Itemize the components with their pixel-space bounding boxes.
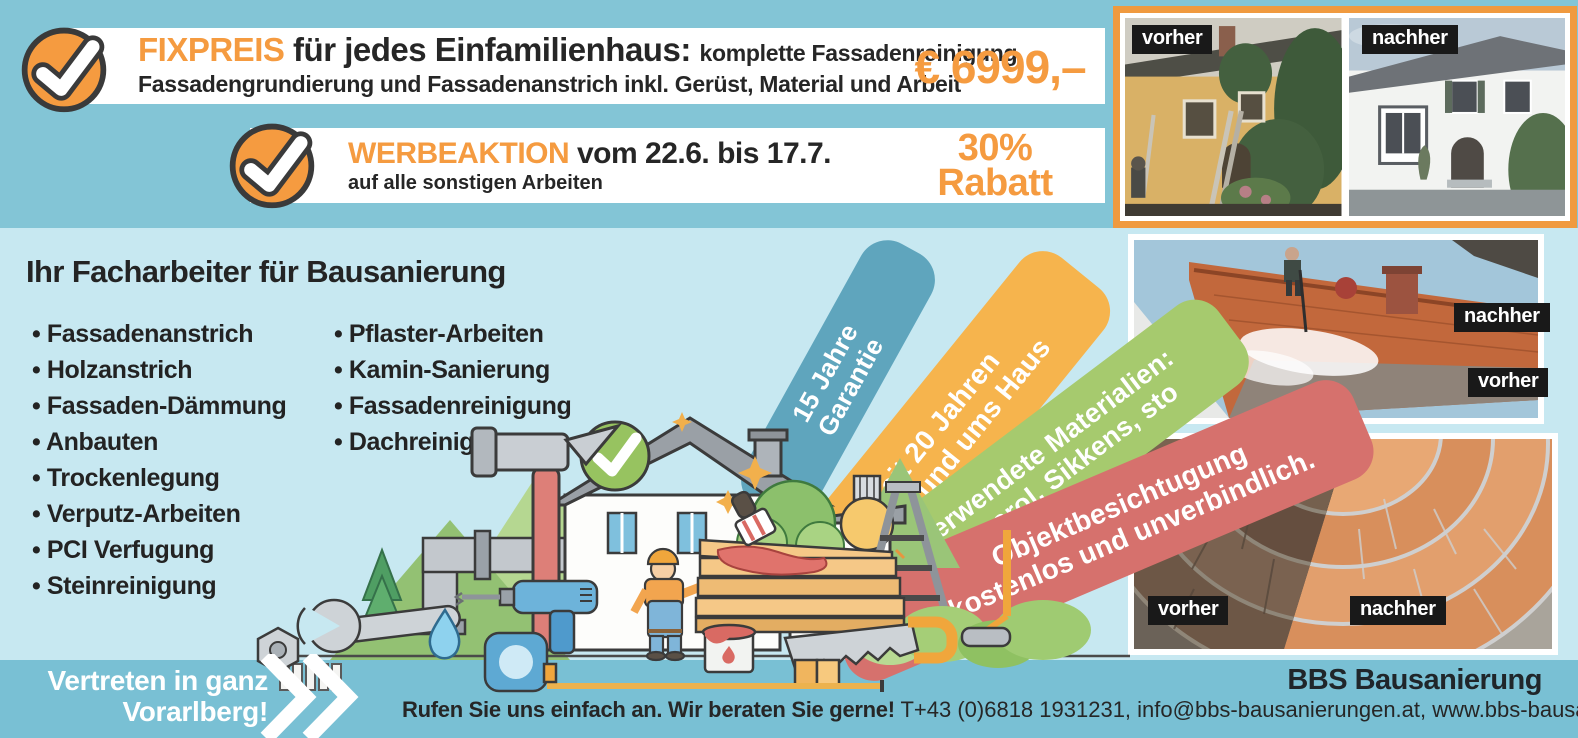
renovation-illustration	[256, 412, 1130, 693]
service-item: Kamin-Sanierung	[334, 354, 571, 390]
contact-line: Rufen Sie uns einfach an. Wir beraten Si…	[402, 697, 1578, 723]
page-title: Ihr Facharbeiter für Bausanierung	[26, 254, 506, 289]
photo-label: nachher	[1362, 25, 1458, 54]
service-item: PCI Verfugung	[32, 534, 286, 570]
fixpreis-subtitle-inline: komplette Fassadenreinigung,	[699, 40, 1024, 66]
discount-percent: 30%	[957, 127, 1033, 169]
photo-label: vorher	[1132, 25, 1213, 54]
service-item: Trockenlegung	[32, 462, 286, 498]
werbeaktion-subtitle: auf alle sonstigen Arbeiten	[348, 171, 603, 194]
region-line1: Vertreten in ganz	[47, 665, 268, 696]
facade-before-after-photos: vorher nachher	[1113, 6, 1577, 228]
discount-word: Rabatt	[937, 162, 1053, 204]
facade-after-photo	[1348, 18, 1565, 216]
fixpreis-line2: Fassadengrundierung und Fassadenanstrich…	[138, 70, 961, 97]
werbeaktion-title: WERBEAKTION vom 22.6. bis 17.7.	[348, 138, 988, 170]
region-claim: Vertreten in ganz Vorarlberg!	[30, 665, 268, 727]
service-item: Holzanstrich	[32, 354, 286, 390]
discount-tag: 30% Rabatt	[905, 127, 1085, 204]
service-item: Fassaden-Dämmung	[32, 390, 287, 426]
services-column-1: Fassadenanstrich Holzanstrich Fassaden-D…	[32, 318, 287, 606]
double-chevron-right-icon	[260, 654, 359, 738]
service-item: Pflaster-Arbeiten	[334, 318, 571, 354]
fixpreis-title-rest: für jedes Einfamilienhaus:	[293, 31, 691, 68]
photo-label: vorher	[1468, 368, 1549, 397]
fixpreis-banner	[62, 28, 1105, 104]
werbeaktion-highlight: WERBEAKTION	[348, 137, 570, 170]
service-item: Fassadenanstrich	[32, 318, 286, 354]
service-item: Anbauten	[32, 426, 286, 462]
service-item: Fassadenreinigung	[334, 390, 572, 426]
werbeaktion-dates: vom 22.6. bis 17.7.	[577, 137, 831, 170]
company-name: BBS Bausanierung	[1287, 664, 1542, 696]
contact-cta: Rufen Sie uns einfach an. Wir beraten Si…	[402, 697, 895, 722]
fixpreis-text: FIXPREIS für jedes Einfamilienhaus: komp…	[138, 31, 1024, 97]
services-column-2: Pflaster-Arbeiten Kamin-Sanierung Fassad…	[334, 318, 572, 462]
service-item: Steinreinigung	[32, 570, 286, 606]
fixpreis-highlight: FIXPREIS	[138, 31, 285, 68]
price-tag: € 6999,–	[914, 41, 1086, 93]
footer-bar	[0, 660, 1578, 738]
fixpreis-title: FIXPREIS für jedes Einfamilienhaus: komp…	[138, 31, 1024, 68]
photo-label: vorher	[1148, 596, 1229, 625]
werbeaktion-banner	[250, 128, 1105, 203]
photo-label: nachher	[1350, 596, 1446, 625]
werbeaktion-text: WERBEAKTION vom 22.6. bis 17.7. auf alle…	[348, 138, 988, 194]
photo-label: nachher	[1454, 303, 1550, 332]
check-circle-icon	[21, 27, 107, 113]
check-circle-icon	[229, 123, 315, 209]
region-line2: Vorarlberg!	[122, 696, 268, 727]
service-item: Verputz-Arbeiten	[32, 498, 286, 534]
contact-details: T+43 (0)6818 1931231, info@bbs-bausanier…	[900, 697, 1578, 722]
